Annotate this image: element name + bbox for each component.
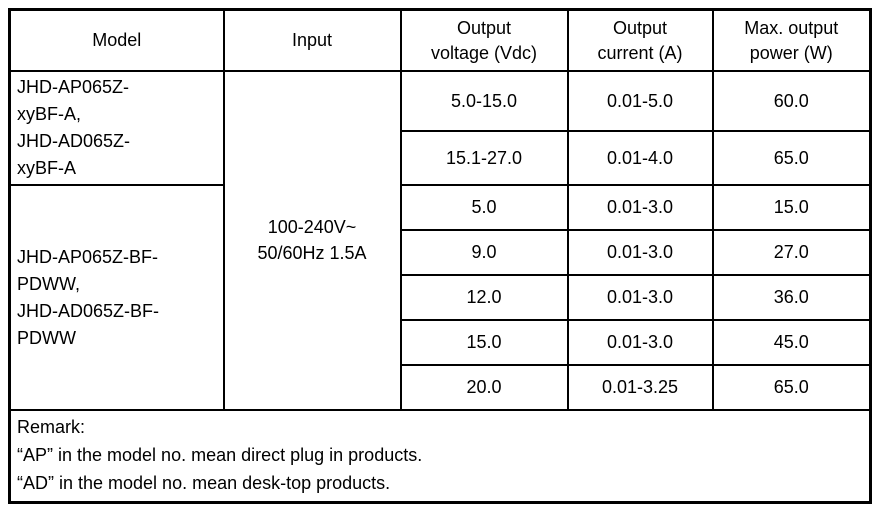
- power-cell: 65.0: [711, 130, 872, 186]
- current-cell: 0.01-3.25: [566, 364, 714, 411]
- current-cell: 0.01-4.0: [566, 130, 714, 186]
- model-group-1-cell: JHD-AP065Z- xyBF-A, JHD-AD065Z- xyBF-A: [8, 70, 225, 186]
- power-cell: 27.0: [711, 229, 872, 276]
- power-cell: 60.0: [711, 69, 872, 133]
- power-cell: 36.0: [711, 274, 872, 321]
- header-row: Model Input Output voltage (Vdc) Output …: [8, 8, 872, 72]
- table-row: 12.0 0.01-3.0 36.0: [10, 274, 872, 321]
- table-row: 20.0 0.01-3.25 65.0: [10, 364, 872, 411]
- table-row: 15.0 0.01-3.0 45.0: [10, 319, 872, 366]
- remark-line-1: “AP” in the model no. mean direct plug i…: [17, 445, 423, 466]
- column-header-power: Max. output power (W): [711, 8, 872, 72]
- table-row: JHD-AP065Z- xyBF-A, JHD-AD065Z- xyBF-A 1…: [8, 69, 872, 411]
- column-header-model: Model: [8, 8, 225, 72]
- input-cell: 100-240V~ 50/60Hz 1.5A: [222, 70, 402, 411]
- power-spec-table: Model Input Output voltage (Vdc) Output …: [8, 8, 872, 504]
- voltage-cell: 15.1-27.0: [399, 130, 569, 186]
- current-cell: 0.01-3.0: [566, 274, 714, 321]
- column-header-input: Input: [222, 8, 402, 72]
- column-header-voltage: Output voltage (Vdc): [399, 8, 569, 72]
- current-cell: 0.01-5.0: [566, 69, 714, 133]
- voltage-cell: 15.0: [399, 319, 569, 366]
- column-header-current: Output current (A): [566, 8, 714, 72]
- remark-section: Remark: “AP” in the model no. mean direc…: [8, 409, 872, 504]
- power-cell: 15.0: [711, 184, 872, 231]
- power-cell: 65.0: [711, 364, 872, 411]
- remark-row: Remark: “AP” in the model no. mean direc…: [8, 409, 872, 504]
- table-row: JHD-AP065Z-BF- PDWW, JHD-AD065Z-BF- PDWW…: [8, 184, 872, 411]
- voltage-cell: 5.0: [399, 184, 569, 231]
- remark-line-2: “AD” in the model no. mean desk-top prod…: [17, 472, 391, 493]
- voltage-cell: 12.0: [399, 274, 569, 321]
- power-cell: 45.0: [711, 319, 872, 366]
- voltage-cell: 9.0: [399, 229, 569, 276]
- voltage-cell: 20.0: [399, 364, 569, 411]
- current-cell: 0.01-3.0: [566, 319, 714, 366]
- model-group-2-cell: JHD-AP065Z-BF- PDWW, JHD-AD065Z-BF- PDWW: [8, 184, 225, 411]
- voltage-cell: 5.0-15.0: [399, 69, 569, 133]
- table-row: 15.1-27.0 0.01-4.0 65.0: [10, 130, 872, 186]
- current-cell: 0.01-3.0: [566, 229, 714, 276]
- table-row: 9.0 0.01-3.0 27.0: [10, 229, 872, 276]
- remark-title: Remark:: [17, 417, 86, 438]
- current-cell: 0.01-3.0: [566, 184, 714, 231]
